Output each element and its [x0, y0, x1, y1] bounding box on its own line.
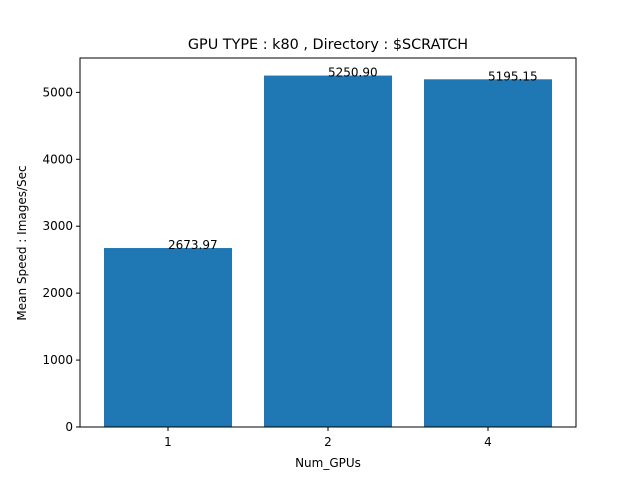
x-tick-label: 4 — [484, 435, 492, 449]
bars-group — [104, 75, 552, 428]
y-tick-label: 2000 — [42, 286, 73, 300]
x-tick-label: 2 — [324, 435, 332, 449]
y-tick-label: 5000 — [42, 85, 73, 99]
x-tick-label: 1 — [164, 435, 172, 449]
y-tick-label: 3000 — [42, 219, 73, 233]
data-label-1: 2673.97 — [168, 238, 218, 252]
x-axis-label: Num_GPUs — [295, 456, 361, 470]
bar-2 — [264, 75, 392, 428]
y-axis-ticks: 0 1000 2000 3000 4000 5000 — [42, 85, 80, 434]
bar-1 — [104, 248, 232, 427]
data-label-4: 5195.15 — [488, 69, 538, 83]
chart-title: GPU TYPE : k80 , Directory : $SCRATCH — [188, 37, 468, 53]
bar-4 — [424, 79, 552, 427]
x-axis-ticks: 1 2 4 — [164, 427, 492, 449]
value-labels-group: 2673.97 5250.90 5195.15 — [168, 66, 538, 252]
y-axis-label: Mean Speed : Images/Sec — [15, 165, 29, 320]
data-label-2: 5250.90 — [328, 66, 378, 80]
y-tick-label: 1000 — [42, 353, 73, 367]
y-tick-label: 4000 — [42, 152, 73, 166]
y-tick-label: 0 — [65, 420, 73, 434]
plot-frame — [79, 57, 577, 428]
